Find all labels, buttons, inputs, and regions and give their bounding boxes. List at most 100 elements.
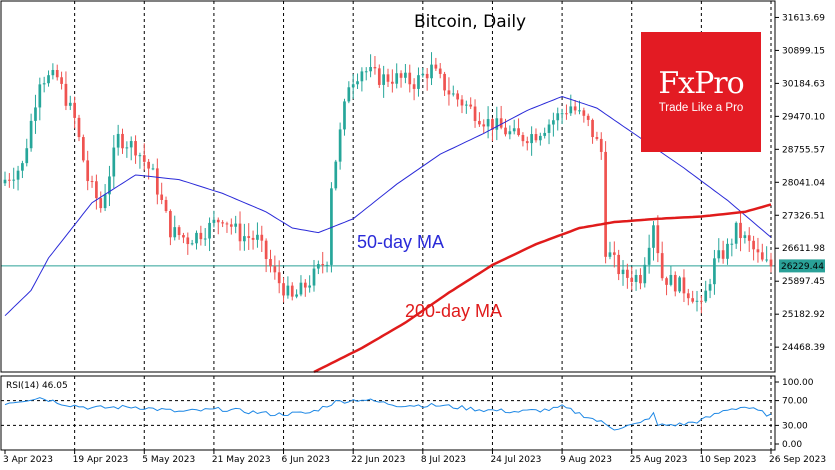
- candle-body: [486, 119, 490, 127]
- candle-body: [538, 135, 542, 141]
- candle-body: [377, 68, 381, 85]
- x-tick-label: 24 Jul 2023: [490, 455, 541, 465]
- candle-body: [125, 147, 129, 149]
- candle-body: [186, 237, 190, 245]
- candle-body: [547, 124, 551, 133]
- candle-body: [682, 277, 686, 294]
- candle-body: [356, 81, 359, 85]
- candle-body: [155, 168, 159, 195]
- x-tick-label: 5 May 2023: [142, 455, 195, 465]
- candle-body: [747, 235, 751, 241]
- candle-body: [556, 113, 560, 121]
- y-tick-label: 26611.98: [782, 244, 825, 254]
- candle-body: [251, 237, 255, 240]
- candle-body: [604, 151, 607, 257]
- candle-body: [608, 252, 612, 257]
- candle-body: [734, 222, 738, 244]
- ma200-label: 200-day MA: [405, 301, 502, 321]
- candle-body: [721, 250, 725, 259]
- candle-body: [229, 224, 233, 227]
- candle-body: [77, 117, 81, 138]
- candle-body: [373, 67, 377, 69]
- candle-body: [108, 176, 111, 195]
- y-tick-label: 28755.57: [782, 145, 825, 155]
- candle-body: [221, 222, 224, 224]
- candle-body: [234, 223, 238, 227]
- x-tick-label: 10 Sep 2023: [699, 455, 756, 465]
- candle-body: [582, 110, 586, 116]
- candle-body: [273, 266, 277, 273]
- candle-body: [290, 285, 294, 297]
- y-tick-label: 30899.15: [782, 46, 825, 56]
- candle-body: [38, 84, 42, 108]
- candle-body: [700, 300, 703, 302]
- rsi-tick-label: 70.00: [782, 397, 808, 407]
- rsi-line: [4, 397, 772, 431]
- candle-body: [386, 74, 390, 82]
- candle-body: [634, 274, 638, 282]
- candle-body: [573, 106, 577, 111]
- candle-body: [216, 219, 220, 223]
- candle-body: [208, 222, 211, 239]
- candle-body: [317, 264, 320, 269]
- x-tick-label: 9 Aug 2023: [560, 455, 612, 465]
- y-tick-label: 28041.04: [782, 178, 825, 188]
- candle-body: [438, 68, 442, 74]
- candle-body: [369, 67, 372, 72]
- y-tick-label: 30184.63: [782, 79, 825, 89]
- candle-body: [639, 274, 642, 284]
- x-tick-label: 19 Apr 2023: [73, 455, 129, 465]
- candle-body: [199, 232, 203, 240]
- current-price-badge: 26229.44: [779, 259, 825, 273]
- candle-body: [90, 181, 94, 183]
- candle-body: [612, 252, 616, 255]
- candle-body: [195, 232, 198, 244]
- candle-body: [142, 155, 146, 162]
- candle-body: [364, 71, 368, 73]
- candle-body: [569, 106, 573, 114]
- x-tick-label: 8 Jul 2023: [421, 455, 466, 465]
- candle-body: [8, 179, 11, 181]
- candle-body: [504, 127, 507, 135]
- candle-body: [73, 102, 76, 118]
- candle-body: [456, 93, 459, 100]
- ma50-label: 50-day MA: [357, 232, 444, 252]
- candle-body: [282, 283, 285, 296]
- logo-brand: FxPro: [658, 66, 744, 101]
- candle-body: [21, 163, 24, 171]
- x-tick-label: 22 Jun 2023: [351, 455, 405, 465]
- rsi-tick-label: 30.00: [782, 421, 808, 431]
- candle-body: [51, 69, 55, 76]
- candle-body: [512, 128, 516, 132]
- candle-body: [151, 168, 155, 170]
- x-tick-label: 6 Jun 2023: [282, 455, 330, 465]
- price-panel-frame: [0, 0, 776, 373]
- candle-body: [64, 83, 68, 106]
- candle-body: [321, 264, 325, 266]
- candle-body: [29, 120, 33, 149]
- candle-body: [334, 161, 338, 189]
- candle-body: [626, 269, 629, 278]
- candle-body: [652, 225, 655, 248]
- candle-body: [591, 119, 594, 138]
- y-tick-label: 29470.10: [782, 112, 825, 122]
- rsi-label: RSI(14) 46.05: [6, 381, 68, 391]
- current-price-value: 26229.44: [781, 262, 824, 272]
- candle-body: [491, 119, 494, 130]
- candle-body: [99, 198, 103, 209]
- x-tick-label: 3 Apr 2023: [3, 455, 53, 465]
- candle-body: [260, 234, 264, 241]
- candle-body: [55, 69, 59, 78]
- candle-body: [434, 64, 438, 69]
- candle-body: [42, 83, 46, 85]
- candle-body: [425, 73, 429, 79]
- candle-body: [752, 240, 755, 250]
- candle-body: [129, 141, 133, 148]
- candle-body: [621, 269, 625, 275]
- candle-body: [691, 298, 695, 302]
- candle-body: [225, 223, 229, 225]
- candle-body: [203, 238, 207, 240]
- candle-body: [12, 179, 16, 181]
- candle-body: [769, 259, 773, 267]
- candle-body: [347, 87, 351, 102]
